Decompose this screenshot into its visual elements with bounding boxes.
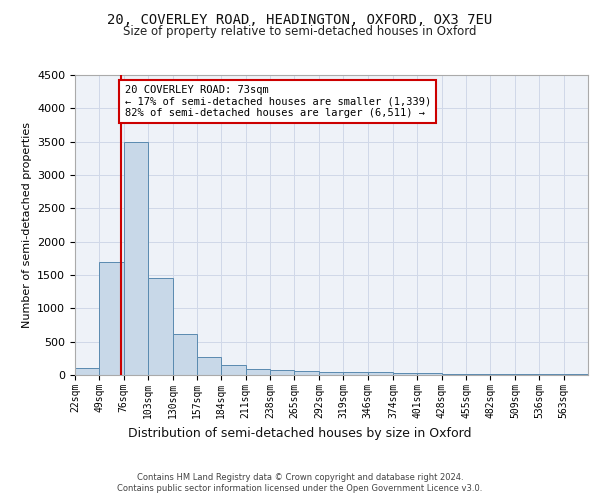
Text: 20 COVERLEY ROAD: 73sqm
← 17% of semi-detached houses are smaller (1,339)
82% of: 20 COVERLEY ROAD: 73sqm ← 17% of semi-de… [125,85,431,118]
Bar [563,374,588,375]
Bar [418,374,442,375]
Bar [343,372,368,375]
Y-axis label: Number of semi-detached properties: Number of semi-detached properties [22,122,32,328]
Text: Distribution of semi-detached houses by size in Oxford: Distribution of semi-detached houses by … [128,428,472,440]
Text: Contains public sector information licensed under the Open Government Licence v3: Contains public sector information licen… [118,484,482,493]
Bar [515,374,539,375]
Bar [197,357,221,375]
Bar [270,370,295,375]
Bar [368,372,393,375]
Bar [319,372,343,375]
Bar [173,334,197,375]
Bar [393,373,418,375]
Bar [295,371,319,375]
Bar [490,374,515,375]
Bar [466,374,490,375]
Bar [148,278,173,375]
Bar [539,374,563,375]
Bar [221,365,245,375]
Text: Size of property relative to semi-detached houses in Oxford: Size of property relative to semi-detach… [123,25,477,38]
Bar [442,374,466,375]
Bar [100,262,124,375]
Text: 20, COVERLEY ROAD, HEADINGTON, OXFORD, OX3 7EU: 20, COVERLEY ROAD, HEADINGTON, OXFORD, O… [107,12,493,26]
Bar [124,142,148,375]
Text: Contains HM Land Registry data © Crown copyright and database right 2024.: Contains HM Land Registry data © Crown c… [137,472,463,482]
Bar [75,368,100,375]
Bar [245,368,270,375]
